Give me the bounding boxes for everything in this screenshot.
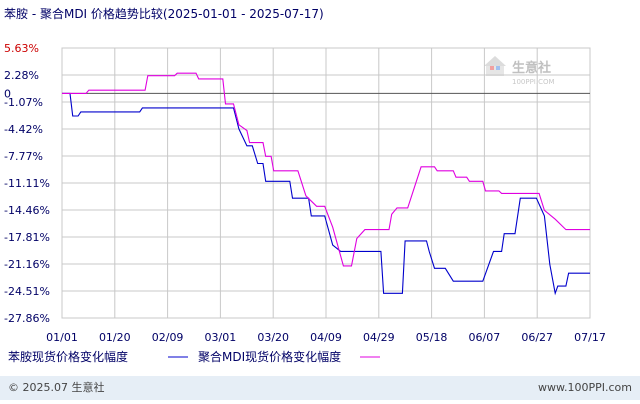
x-tick-label: 06/27: [521, 331, 553, 344]
watermark-url: 100PPI.COM: [512, 78, 555, 86]
y-zero-label: 0: [4, 87, 11, 100]
x-tick-label: 02/09: [152, 331, 184, 344]
y-axis: 5.63% 2.28% -1.07% -4.42% -7.77% -11.11% -14.4…: [4, 42, 50, 325]
y-tick-label: -11.11%: [4, 177, 50, 190]
watermark-name: 生意社: [512, 60, 551, 76]
x-tick-label: 05/18: [416, 331, 448, 344]
x-tick-label: 06/07: [469, 331, 501, 344]
x-tick-label: 04/09: [310, 331, 342, 344]
series-line-mdi: [62, 72, 590, 267]
y-tick-label: -24.51%: [4, 285, 50, 298]
x-axis: 01/01 01/20 02/09 03/01 03/20 04/09 04/29 05/18…: [46, 331, 606, 344]
watermark: 生意社 100PPI.COM: [484, 56, 555, 86]
y-tick-label: -4.42%: [4, 123, 43, 136]
x-tick-label: 01/20: [99, 331, 131, 344]
y-tick-label: -17.81%: [4, 231, 50, 244]
y-tick-label: -7.77%: [4, 150, 43, 163]
chart-title: 苯胺 - 聚合MDI 价格趋势比较(2025-01-01 - 2025-07-1…: [4, 6, 324, 21]
legend-label-aniline: 苯胺现货价格变化幅度: [8, 349, 128, 364]
legend: 苯胺现货价格变化幅度 聚合MDI现货价格变化幅度: [8, 349, 380, 364]
y-tick-label: -21.16%: [4, 258, 50, 271]
footer-copyright: © 2025.07 生意社: [8, 380, 104, 394]
footer-website: www.100PPI.com: [538, 381, 632, 394]
x-tick-label: 03/01: [205, 331, 237, 344]
y-tick-label: 2.28%: [4, 69, 39, 82]
series-line-aniline: [62, 92, 590, 296]
y-tick-label: -1.07%: [4, 96, 43, 109]
x-tick-label: 03/20: [257, 331, 289, 344]
y-tick-label: -14.46%: [4, 204, 50, 217]
x-tick-label: 07/17: [574, 331, 606, 344]
x-tick-label: 04/29: [363, 331, 395, 344]
legend-label-mdi: 聚合MDI现货价格变化幅度: [198, 349, 341, 364]
x-tick-label: 01/01: [46, 331, 78, 344]
y-tick-label: 5.63%: [4, 42, 39, 55]
footer-bar: [0, 376, 640, 400]
y-tick-label: -27.86%: [4, 312, 50, 325]
grid: [61, 47, 591, 319]
series-layer: [62, 72, 590, 296]
logo-house-icon: [484, 56, 506, 76]
